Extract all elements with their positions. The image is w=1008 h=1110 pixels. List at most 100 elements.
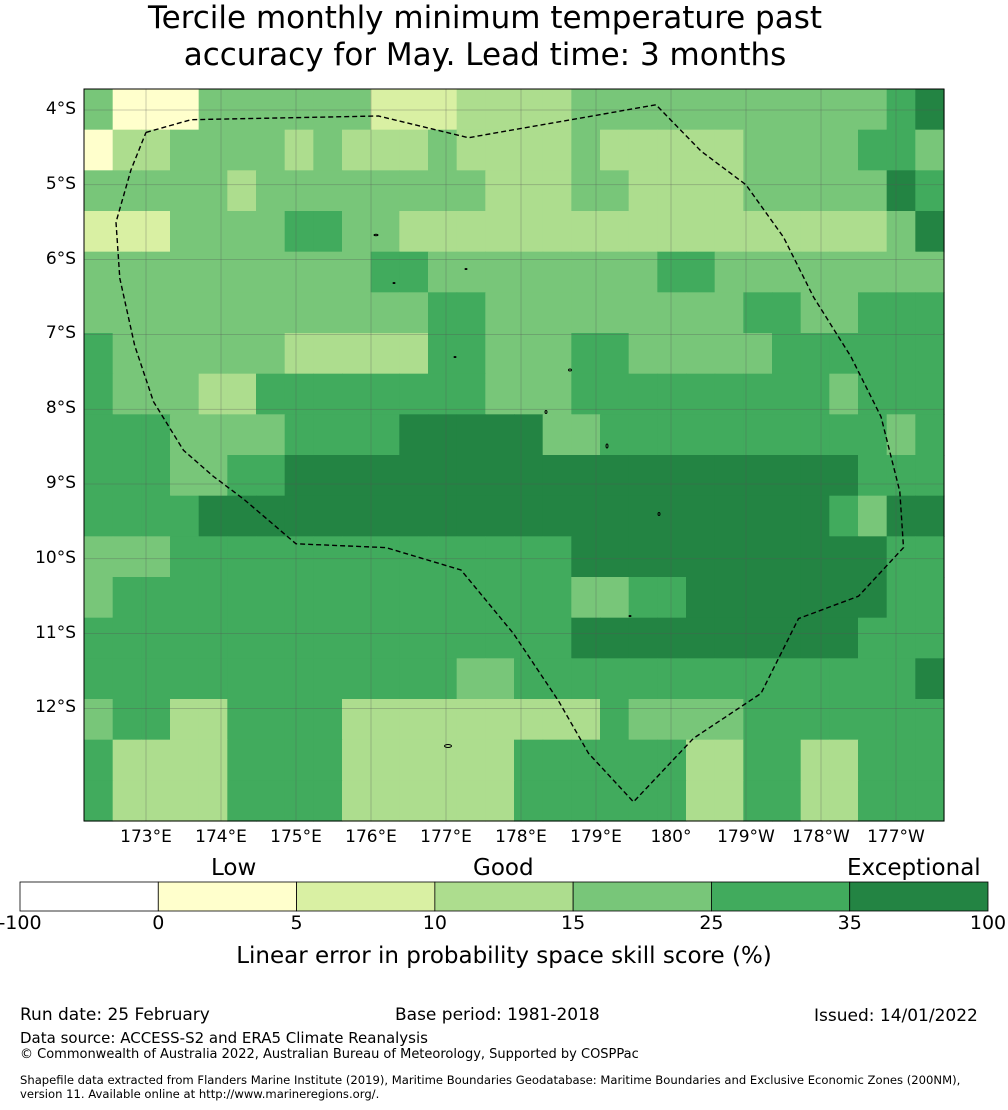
latitude-label: 8°S <box>45 398 76 419</box>
grid-cell <box>256 373 286 415</box>
grid-cell <box>657 251 687 293</box>
grid-cell <box>829 780 859 822</box>
grid-cell <box>399 536 429 578</box>
grid-cell <box>571 658 601 700</box>
grid-cell <box>428 658 458 700</box>
grid-cell <box>428 211 458 253</box>
grid-cell <box>84 577 114 619</box>
grid-cell <box>284 455 314 497</box>
grid-cell <box>686 455 716 497</box>
grid-cell <box>256 455 286 497</box>
grid-cell <box>915 89 945 131</box>
grid-cell <box>399 577 429 619</box>
grid-cell <box>542 780 572 822</box>
grid-cell <box>313 129 343 171</box>
grid-cell <box>886 414 916 456</box>
grid-cell <box>686 414 716 456</box>
grid-cell <box>571 577 601 619</box>
grid-cell <box>686 373 716 415</box>
island-outline <box>444 744 452 748</box>
grid-cell <box>456 251 486 293</box>
grid-cell <box>915 129 945 171</box>
grid-cell <box>829 617 859 659</box>
eez-boundary <box>115 104 905 803</box>
grid-cell <box>84 333 114 375</box>
grid-cell <box>428 536 458 578</box>
grid-cell <box>571 617 601 659</box>
colorbar-segment <box>572 881 712 912</box>
grid-cell <box>256 699 286 741</box>
grid-cell <box>141 780 171 822</box>
grid-cell <box>542 495 572 537</box>
grid-cell <box>600 780 630 822</box>
grid-cell <box>141 129 171 171</box>
grid-cell <box>112 333 142 375</box>
grid-cell <box>858 658 888 700</box>
grid-cell <box>886 89 916 131</box>
longitude-label: 173°E <box>120 827 172 847</box>
grid-cell <box>227 455 257 497</box>
grid-cell <box>227 251 257 293</box>
grid-cell <box>743 658 773 700</box>
grid-cell <box>886 699 916 741</box>
island-outline <box>605 443 609 449</box>
grid-cell <box>657 373 687 415</box>
colorbar-segment <box>434 881 574 912</box>
grid-cell <box>600 699 630 741</box>
grid-cell <box>342 414 372 456</box>
grid-cell <box>886 455 916 497</box>
grid-cell <box>198 333 228 375</box>
grid-cell <box>342 617 372 659</box>
island-marks <box>373 233 661 748</box>
grid-cell <box>743 739 773 781</box>
grid-cell <box>772 617 802 659</box>
grid-cell <box>313 739 343 781</box>
grid-cell <box>370 658 400 700</box>
grid-cell <box>256 536 286 578</box>
grid-cell <box>428 699 458 741</box>
grid-cell <box>84 373 114 415</box>
grid-cell <box>399 89 429 131</box>
grid-cell <box>800 414 830 456</box>
grid-cell <box>428 495 458 537</box>
colorbar-segment <box>849 881 989 912</box>
grid-cell <box>514 251 544 293</box>
grid-cell <box>284 211 314 253</box>
grid-cell <box>485 536 515 578</box>
grid-cell <box>714 536 744 578</box>
grid-cell <box>714 577 744 619</box>
grid-cell <box>772 658 802 700</box>
grid-cell <box>112 577 142 619</box>
grid-cell <box>600 455 630 497</box>
grid-cell <box>800 292 830 334</box>
grid-cell <box>542 699 572 741</box>
grid-cell <box>628 89 658 131</box>
longitude-label: 178°E <box>495 827 547 847</box>
grid-cell <box>915 292 945 334</box>
grid-cell <box>485 251 515 293</box>
grid-cell <box>256 211 286 253</box>
copyright: © Commonwealth of Australia 2022, Austra… <box>20 1047 639 1062</box>
grid-cell <box>227 333 257 375</box>
grid-cell <box>628 455 658 497</box>
grid-cell <box>112 455 142 497</box>
grid-cell <box>915 536 945 578</box>
shapefile-credit-1: Shapefile data extracted from Flanders M… <box>20 1073 961 1087</box>
grid-cell <box>886 170 916 212</box>
grid-cell <box>743 129 773 171</box>
grid-cell <box>112 89 142 131</box>
grid-cell <box>342 739 372 781</box>
longitude-label: 177°W <box>867 827 925 847</box>
grid-cell <box>772 292 802 334</box>
grid-cell <box>514 577 544 619</box>
grid-cell <box>170 170 200 212</box>
grid-cell <box>428 333 458 375</box>
grid-cell <box>227 89 257 131</box>
grid-cell <box>284 617 314 659</box>
grid-cell <box>141 170 171 212</box>
grid-cell <box>600 739 630 781</box>
grid-cell <box>686 170 716 212</box>
grid-cell <box>456 89 486 131</box>
grid-cell <box>313 170 343 212</box>
grid-cell <box>227 699 257 741</box>
